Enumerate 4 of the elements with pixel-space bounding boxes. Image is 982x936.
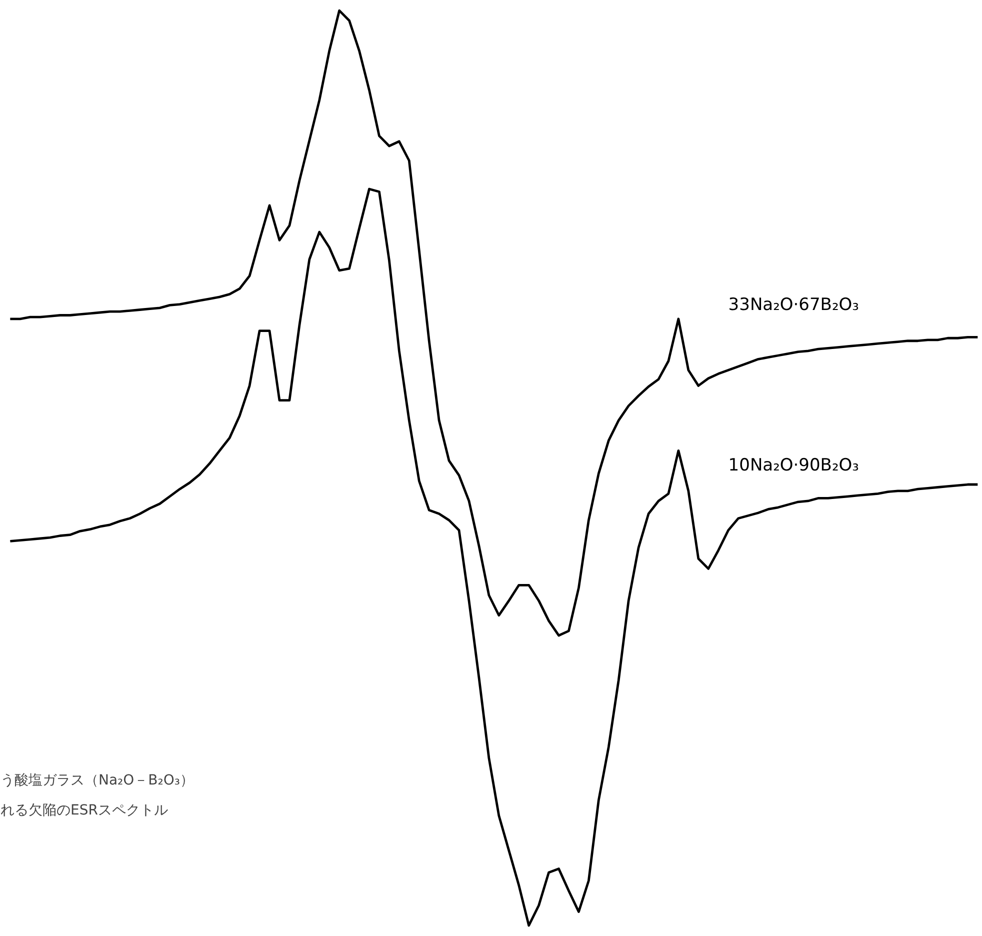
annotation: う酸塩ガラス（Na₂O－B₂O₃） [0, 772, 194, 788]
annotation: れる欠陥のESRスペクトル [0, 802, 168, 818]
series-label: 33Na₂O·67B₂O₃ [728, 295, 859, 316]
series-label: 10Na₂O·90B₂O₃ [728, 455, 859, 476]
